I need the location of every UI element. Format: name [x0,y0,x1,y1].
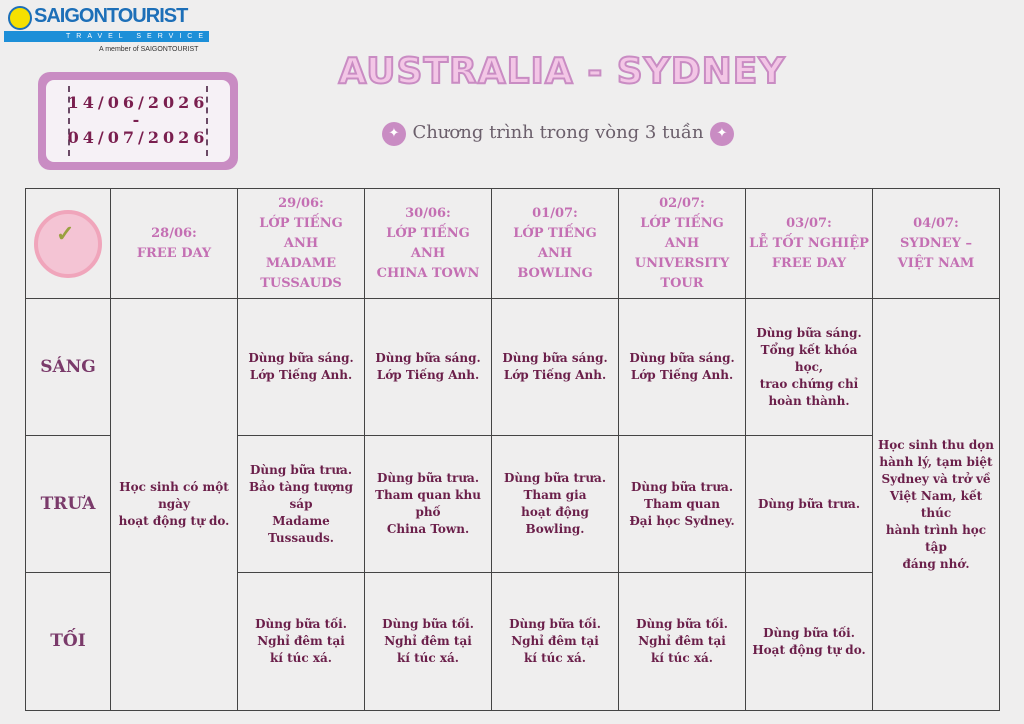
start-date: 14/06/2026 [67,93,209,112]
schedule-cell: Dùng bữa sáng. Lớp Tiếng Anh. [364,298,492,436]
brand-member: A member of SAIGONTOURIST [99,46,199,53]
schedule-cell: Dùng bữa sáng. Tổng kết khóa học, trao c… [745,298,873,436]
alarm-clock-icon [34,209,102,278]
end-date: 04/07/2026 [67,128,209,147]
sparkle-icon: ✦ [710,122,734,146]
day-header: 29/06: LỚP TIẾNG ANH MADAME TUSSAUDS [237,188,365,299]
schedule-cell: Dùng bữa trưa. Tham quan Đại học Sydney. [618,435,746,573]
header-row: 28/06: FREE DAY 29/06: LỚP TIẾNG ANH MAD… [25,188,1000,299]
row-label: TRƯA [25,435,111,573]
day-header: 01/07: LỚP TIẾNG ANH BOWLING [491,188,619,299]
schedule-cell: Dùng bữa sáng. Lớp Tiếng Anh. [237,298,365,436]
brand-tagline: TRAVEL SERVICE [4,31,209,42]
row-label: SÁNG [25,298,111,436]
last-day-cell: Học sinh thu dọn hành lý, tạm biệt Sydne… [872,298,1000,711]
date-separator: - [132,110,144,129]
brand-name: SAIGONTOURIST [34,5,188,27]
subtitle: Chương trình trong vòng 3 tuần [412,122,704,143]
flower-logo-icon [8,6,32,30]
free-day-cell: Học sinh có một ngày hoạt động tự do. [110,298,238,711]
day-header: 02/07: LỚP TIẾNG ANH UNIVERSITY TOUR [618,188,746,299]
schedule-cell: Dùng bữa trưa. Tham quan khu phố China T… [364,435,492,573]
schedule-cell: Dùng bữa tối. Nghỉ đêm tại kí túc xá. [491,572,619,711]
saigontourist-logo: SAIGONTOURIST TRAVEL SERVICE A member of… [4,4,209,54]
schedule-cell: Dùng bữa trưa. [745,435,873,573]
schedule-cell: Dùng bữa trưa. Bảo tàng tượng sáp Madame… [237,435,365,573]
schedule-cell: Dùng bữa sáng. Lớp Tiếng Anh. [491,298,619,436]
row-label: TỐI [25,572,111,711]
table-row: SÁNG Học sinh có một ngày hoạt động tự d… [25,298,1000,711]
day-header: 28/06: FREE DAY [110,188,238,299]
table-row: TỐI Dùng bữa tối. Nghỉ đêm tại kí túc xá… [25,572,1000,711]
day-header: 03/07: LỄ TỐT NGHIỆP FREE DAY [745,188,873,299]
clock-cell [25,188,111,299]
schedule-table: 28/06: FREE DAY 29/06: LỚP TIẾNG ANH MAD… [25,188,1000,711]
schedule-cell: Dùng bữa sáng. Lớp Tiếng Anh. [618,298,746,436]
page-title: AUSTRALIA - SYDNEY [338,50,786,93]
schedule-cell: Dùng bữa tối. Hoạt động tự do. [745,572,873,711]
sparkle-icon: ✦ [382,122,406,146]
schedule-cell: Dùng bữa tối. Nghỉ đêm tại kí túc xá. [618,572,746,711]
day-header: 04/07: SYDNEY – VIỆT NAM [872,188,1000,299]
schedule-cell: Dùng bữa tối. Nghỉ đêm tại kí túc xá. [237,572,365,711]
table-row: TRƯA Dùng bữa trưa. Bảo tàng tượng sáp M… [25,435,1000,573]
schedule-cell: Dùng bữa trưa. Tham gia hoạt động Bowlin… [491,435,619,573]
day-header: 30/06: LỚP TIẾNG ANH CHINA TOWN [364,188,492,299]
schedule-cell: Dùng bữa tối. Nghỉ đêm tại kí túc xá. [364,572,492,711]
date-ticket: 14/06/2026 - 04/07/2026 [38,72,238,170]
